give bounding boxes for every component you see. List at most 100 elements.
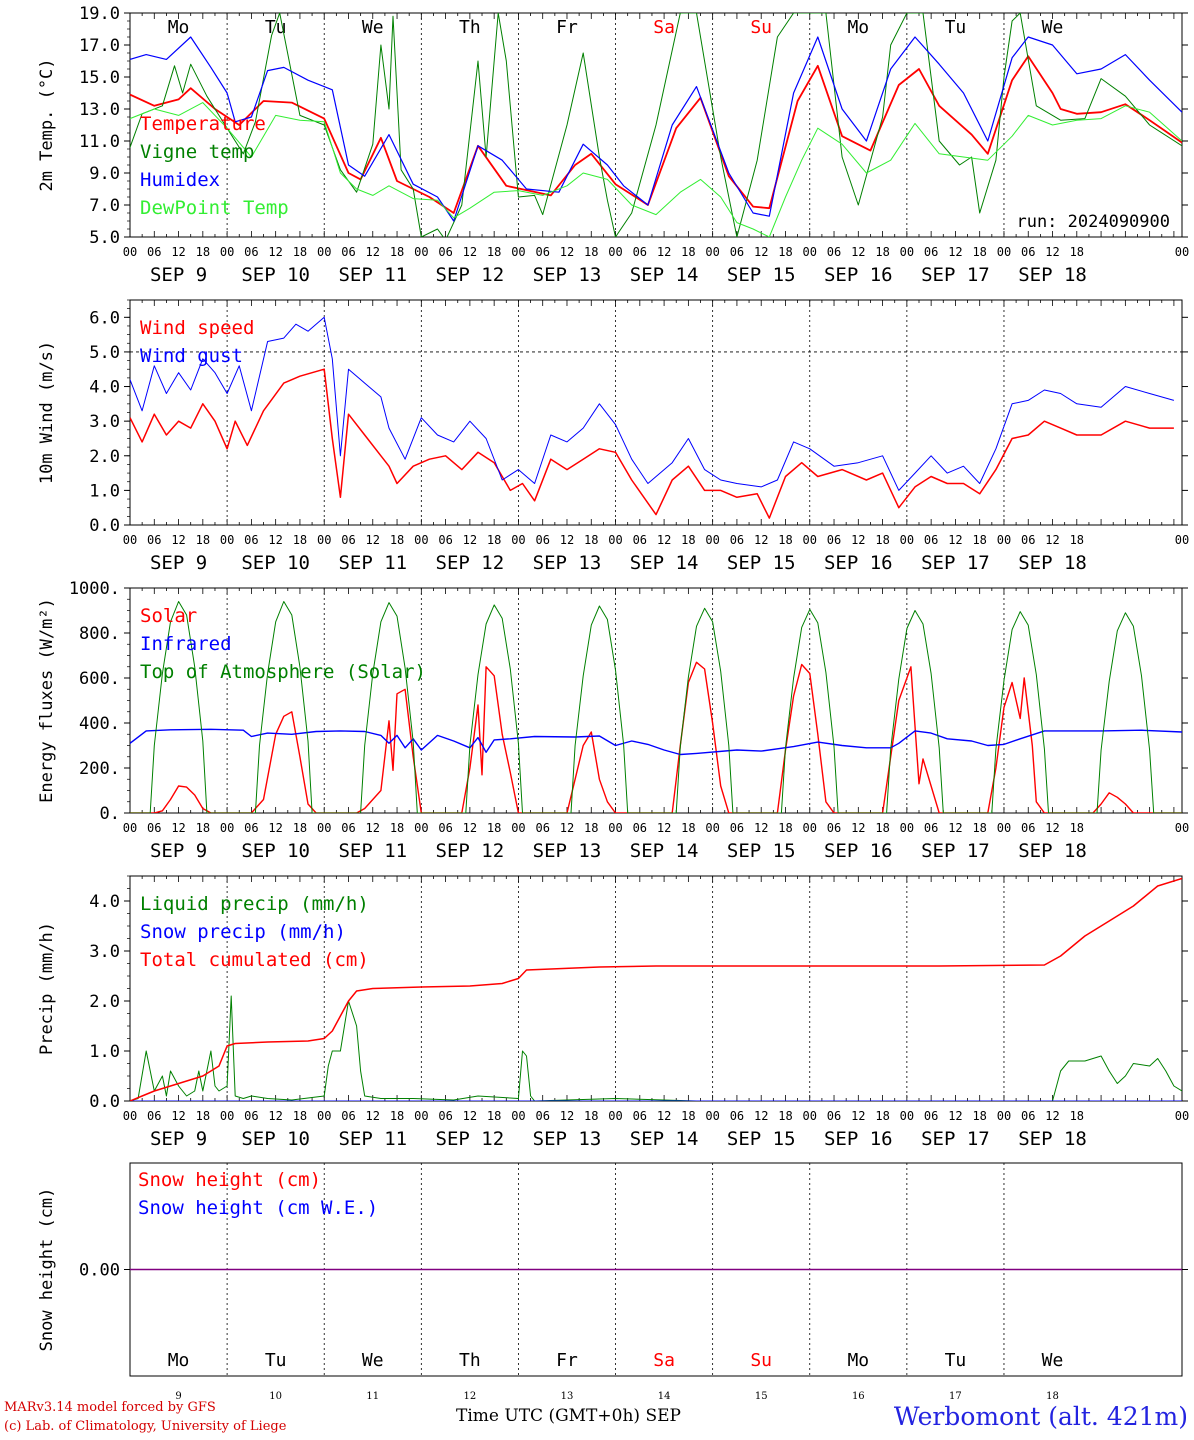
y-tick-label: 0.0 [89, 516, 120, 536]
hour-tick-label: 06 [147, 821, 161, 835]
hour-tick-label: 12 [268, 1109, 282, 1123]
day-of-week-label: Fr [556, 17, 578, 38]
hour-tick-label: 00 [608, 533, 622, 547]
date-label: SEP 16 [824, 1128, 893, 1150]
hour-tick-label: 00 [900, 1109, 914, 1123]
date-label: SEP 13 [533, 840, 602, 862]
date-label: SEP 14 [630, 552, 699, 574]
hour-tick-label: 00 [803, 821, 817, 835]
hour-tick-label: 06 [535, 533, 549, 547]
hour-tick-label: 00 [511, 245, 525, 259]
hour-tick-label: 06 [924, 245, 938, 259]
hour-tick-label: 18 [390, 821, 404, 835]
hour-tick-label: 06 [1021, 1109, 1035, 1123]
legend-entry: Infrared [140, 633, 232, 655]
hour-tick-label: 18 [584, 533, 598, 547]
date-label: SEP 17 [921, 1128, 990, 1150]
legend-entry: Vigne temp [140, 141, 254, 163]
day-number-label: 17 [949, 1391, 962, 1400]
date-label: SEP 17 [921, 552, 990, 574]
hour-tick-label: 00 [803, 533, 817, 547]
hour-tick-label: 12 [851, 821, 865, 835]
hour-tick-label: 18 [778, 245, 792, 259]
legend-entry: Liquid precip (mm/h) [140, 893, 369, 915]
day-of-week-label: Fr [556, 1350, 578, 1371]
hour-tick-label: 12 [560, 821, 574, 835]
hour-tick-label: 18 [972, 1109, 986, 1123]
day-number-label: 14 [658, 1391, 671, 1400]
day-number-label: 16 [852, 1391, 865, 1400]
hour-tick-label: 06 [535, 821, 549, 835]
series-line [130, 316, 1175, 491]
hour-tick-label: 06 [438, 245, 452, 259]
day-number-label: 13 [561, 1391, 574, 1400]
legend-entry: Wind gust [140, 345, 243, 367]
hour-tick-label: 12 [560, 245, 574, 259]
hour-tick-label: 12 [1045, 533, 1059, 547]
y-tick-label: 5.0 [89, 228, 120, 248]
hour-tick-label: 18 [778, 821, 792, 835]
hour-tick-label: 00 [1175, 245, 1189, 259]
y-tick-label: 4.0 [89, 378, 120, 398]
y-tick-label: 600. [79, 669, 120, 689]
day-of-week-label: Tu [265, 17, 287, 38]
date-label: SEP 12 [436, 552, 505, 574]
date-label: SEP 10 [241, 552, 310, 574]
hour-tick-label: 18 [390, 245, 404, 259]
day-of-week-label: We [362, 17, 384, 38]
hour-tick-label: 00 [900, 821, 914, 835]
hour-tick-label: 06 [244, 1109, 258, 1123]
hour-tick-label: 12 [171, 1109, 185, 1123]
day-of-week-label: Sa [653, 1350, 675, 1371]
date-label: SEP 14 [630, 1128, 699, 1150]
hour-tick-label: 00 [511, 821, 525, 835]
hour-tick-label: 18 [196, 1109, 210, 1123]
hour-tick-label: 18 [1070, 245, 1084, 259]
hour-tick-label: 00 [220, 1109, 234, 1123]
run-annotation: run: 2024090900 [1016, 212, 1170, 232]
hour-tick-label: 12 [366, 533, 380, 547]
hour-tick-label: 12 [463, 1109, 477, 1123]
day-of-week-label: Th [459, 17, 481, 38]
hour-tick-label: 00 [123, 533, 137, 547]
hour-tick-label: 00 [414, 245, 428, 259]
day-of-week-label: Mo [847, 17, 869, 38]
hour-tick-label: 00 [608, 821, 622, 835]
y-tick-label: 400. [79, 714, 120, 734]
legend-entry: Top of Atmosphere (Solar) [140, 661, 426, 683]
hour-tick-label: 12 [366, 1109, 380, 1123]
date-label: SEP 18 [1018, 840, 1087, 862]
series-line [130, 728, 1182, 756]
date-label: SEP 17 [921, 840, 990, 862]
hour-tick-label: 18 [196, 533, 210, 547]
date-label: SEP 10 [241, 264, 310, 286]
hour-tick-label: 18 [972, 533, 986, 547]
hour-tick-label: 00 [1175, 821, 1189, 835]
hour-tick-label: 12 [657, 533, 671, 547]
y-tick-label: 19.0 [79, 4, 120, 24]
hour-tick-label: 18 [584, 821, 598, 835]
date-label: SEP 11 [338, 1128, 407, 1150]
legend-entry: Temperature [140, 113, 266, 135]
date-label: SEP 12 [436, 1128, 505, 1150]
hour-tick-label: 06 [244, 533, 258, 547]
hour-tick-label: 18 [1070, 821, 1084, 835]
hour-tick-label: 18 [293, 533, 307, 547]
hour-tick-label: 06 [341, 245, 355, 259]
y-tick-label: 15.0 [79, 68, 120, 88]
hour-tick-label: 06 [633, 533, 647, 547]
time-axis-label: Time UTC (GMT+0h) SEP [456, 1406, 681, 1426]
y-tick-label: 2.0 [89, 447, 120, 467]
hour-tick-label: 06 [827, 533, 841, 547]
date-label: SEP 11 [338, 552, 407, 574]
hour-tick-label: 06 [147, 245, 161, 259]
hour-tick-label: 00 [220, 533, 234, 547]
hour-tick-label: 00 [317, 533, 331, 547]
date-label: SEP 13 [533, 552, 602, 574]
hour-tick-label: 00 [705, 245, 719, 259]
day-of-week-label: Tu [945, 17, 967, 38]
hour-tick-label: 18 [875, 533, 889, 547]
y-tick-label: 200. [79, 759, 120, 779]
hour-tick-label: 12 [560, 1109, 574, 1123]
hour-tick-label: 18 [584, 1109, 598, 1123]
